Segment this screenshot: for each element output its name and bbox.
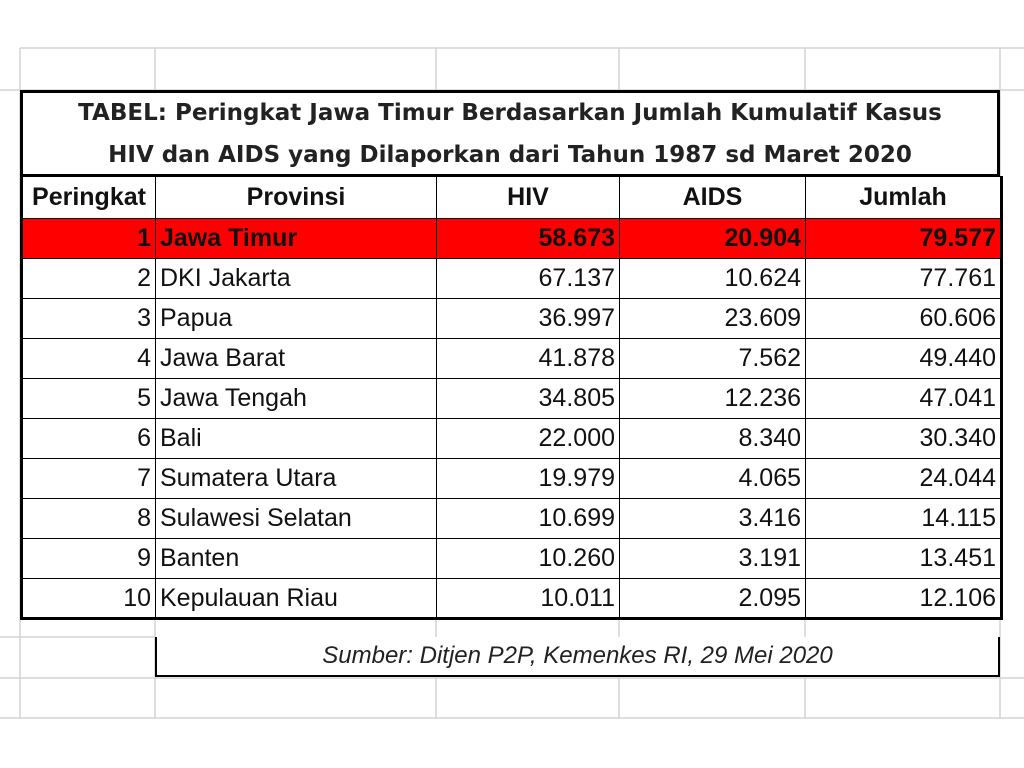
table-row: 7 Sumatera Utara 19.979 4.065 24.044 [20, 458, 1003, 499]
table-row: 4 Jawa Barat 41.878 7.562 49.440 [20, 338, 1003, 379]
aids-cell: 3.191 [619, 538, 806, 579]
ranking-table: Peringkat Provinsi HIV AIDS Jumlah 1 Jaw… [20, 176, 1003, 620]
rank-cell: 6 [20, 418, 156, 459]
table-title-line1: TABEL: Peringkat Jawa Timur Berdasarkan … [78, 99, 942, 126]
province-cell: Jawa Timur [155, 218, 437, 259]
hiv-cell: 58.673 [436, 218, 620, 259]
rank-cell: 9 [20, 538, 156, 579]
total-cell: 77.761 [805, 258, 1003, 299]
total-cell: 12.106 [805, 578, 1003, 620]
header-aids: AIDS [619, 176, 806, 219]
aids-cell: 8.340 [619, 418, 806, 459]
province-cell: Kepulauan Riau [155, 578, 437, 620]
table-row: 9 Banten 10.260 3.191 13.451 [20, 538, 1003, 579]
rank-cell: 8 [20, 498, 156, 539]
aids-cell: 3.416 [619, 498, 806, 539]
aids-cell: 7.562 [619, 338, 806, 379]
rank-cell: 10 [20, 578, 156, 620]
total-cell: 13.451 [805, 538, 1003, 579]
table-row: 10 Kepulauan Riau 10.011 2.095 12.106 [20, 578, 1003, 620]
aids-cell: 23.609 [619, 298, 806, 339]
total-cell: 47.041 [805, 378, 1003, 419]
table-row: 5 Jawa Tengah 34.805 12.236 47.041 [20, 378, 1003, 419]
hiv-cell: 19.979 [436, 458, 620, 499]
table-row: 6 Bali 22.000 8.340 30.340 [20, 418, 1003, 459]
source-note: Sumber: Ditjen P2P, Kemenkes RI, 29 Mei … [155, 637, 1000, 677]
province-cell: DKI Jakarta [155, 258, 437, 299]
rank-cell: 4 [20, 338, 156, 379]
table-title-line2: HIV dan AIDS yang Dilaporkan dari Tahun … [108, 141, 912, 168]
total-cell: 79.577 [805, 218, 1003, 259]
hiv-cell: 22.000 [436, 418, 620, 459]
aids-cell: 4.065 [619, 458, 806, 499]
header-peringkat: Peringkat [20, 176, 156, 219]
hiv-cell: 10.260 [436, 538, 620, 579]
province-cell: Sulawesi Selatan [155, 498, 437, 539]
aids-cell: 20.904 [619, 218, 806, 259]
rank-cell: 1 [20, 218, 156, 259]
aids-cell: 12.236 [619, 378, 806, 419]
rank-cell: 7 [20, 458, 156, 499]
rank-cell: 5 [20, 378, 156, 419]
hiv-aids-table: TABEL: Peringkat Jawa Timur Berdasarkan … [20, 90, 1003, 620]
table-title: TABEL: Peringkat Jawa Timur Berdasarkan … [20, 90, 1000, 176]
header-hiv: HIV [436, 176, 620, 219]
table-row: 8 Sulawesi Selatan 10.699 3.416 14.115 [20, 498, 1003, 539]
hiv-cell: 10.699 [436, 498, 620, 539]
header-row: Peringkat Provinsi HIV AIDS Jumlah [20, 176, 1003, 219]
province-cell: Banten [155, 538, 437, 579]
total-cell: 14.115 [805, 498, 1003, 539]
header-jumlah: Jumlah [805, 176, 1003, 219]
hiv-cell: 41.878 [436, 338, 620, 379]
table-row: 2 DKI Jakarta 67.137 10.624 77.761 [20, 258, 1003, 299]
province-cell: Jawa Tengah [155, 378, 437, 419]
total-cell: 49.440 [805, 338, 1003, 379]
province-cell: Sumatera Utara [155, 458, 437, 499]
aids-cell: 10.624 [619, 258, 806, 299]
total-cell: 24.044 [805, 458, 1003, 499]
province-cell: Papua [155, 298, 437, 339]
province-cell: Bali [155, 418, 437, 459]
hiv-cell: 34.805 [436, 378, 620, 419]
table-row-highlighted: 1 Jawa Timur 58.673 20.904 79.577 [20, 218, 1003, 259]
header-provinsi: Provinsi [155, 176, 437, 219]
hiv-cell: 67.137 [436, 258, 620, 299]
hiv-cell: 10.011 [436, 578, 620, 620]
rank-cell: 2 [20, 258, 156, 299]
table-row: 3 Papua 36.997 23.609 60.606 [20, 298, 1003, 339]
rank-cell: 3 [20, 298, 156, 339]
total-cell: 30.340 [805, 418, 1003, 459]
aids-cell: 2.095 [619, 578, 806, 620]
province-cell: Jawa Barat [155, 338, 437, 379]
total-cell: 60.606 [805, 298, 1003, 339]
hiv-cell: 36.997 [436, 298, 620, 339]
